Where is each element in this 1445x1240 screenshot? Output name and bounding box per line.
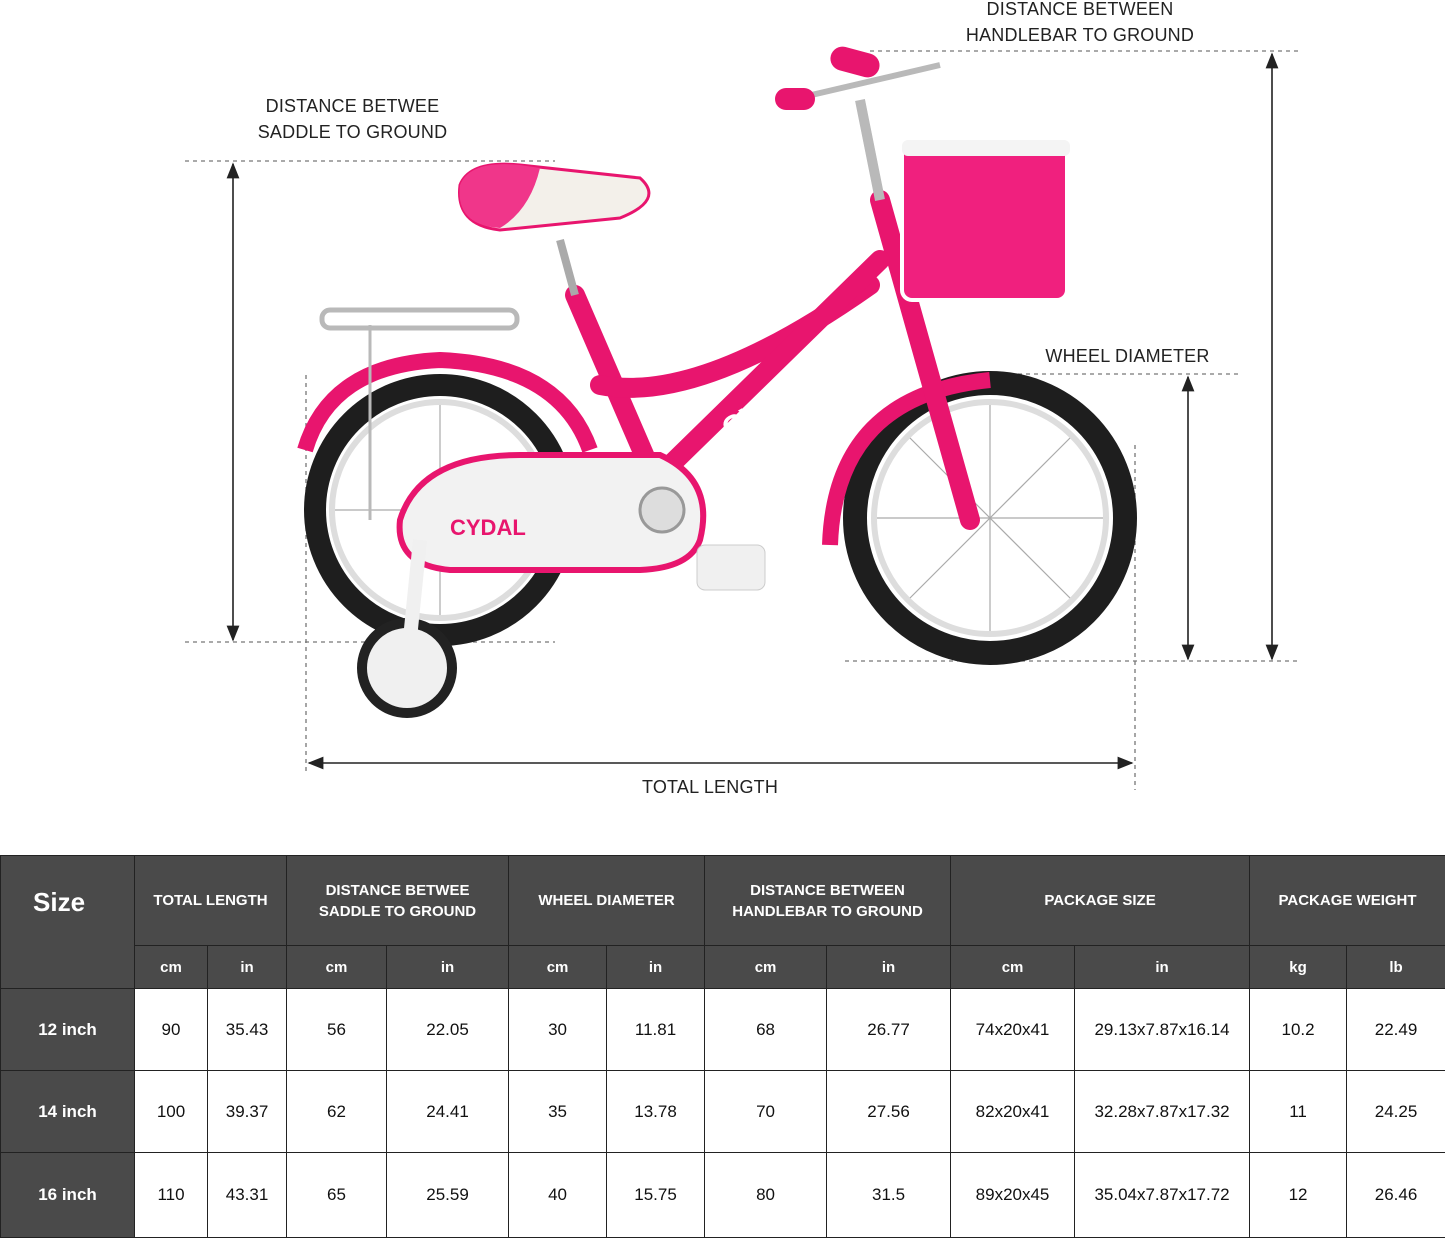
value-cell: 10.2	[1249, 988, 1348, 1071]
value-cell: 12	[1249, 1152, 1348, 1238]
value-cell: 100	[134, 1070, 208, 1153]
table-row: 14 inch 100 39.37 62 24.41 35 13.78 70 27.56 82x2…	[0, 1070, 1445, 1153]
value-cell: 24.41	[386, 1070, 510, 1153]
unit-header: in	[206, 945, 288, 989]
group-header-row: Size TOTAL LENGTH DISTANCE BETWEE SADDLE…	[0, 855, 1445, 989]
value-cell: 32.28x7.87x17.32	[1074, 1070, 1251, 1153]
value-cell: 30	[508, 988, 608, 1071]
group-header: TOTAL LENGTH	[133, 855, 288, 946]
chain-guard	[396, 452, 707, 573]
front-fender	[822, 372, 991, 546]
value-cell: 35.04x7.87x17.72	[1074, 1152, 1251, 1238]
total-length-label: TOTAL LENGTH	[641, 777, 779, 797]
value-cell: 26.46	[1346, 1152, 1445, 1238]
unit-header: in	[606, 945, 706, 989]
value-cell: 74x20x41	[950, 988, 1076, 1071]
group-header: PACKAGE SIZE	[950, 855, 1251, 946]
chain-guard-logo: CYDAL	[450, 515, 526, 540]
handlebar-height-label: DISTANCE BETWEEN HANDLEBAR TO GROUND	[965, 0, 1195, 45]
unit-header: cm	[950, 945, 1076, 989]
saddle-height-label: DISTANCE BETWEE SADDLE TO GROUND	[257, 96, 448, 142]
size-table: Size TOTAL LENGTH DISTANCE BETWEE SADDLE…	[0, 855, 1445, 1238]
value-cell: 110	[134, 1152, 208, 1238]
unit-header: cm	[134, 945, 208, 989]
value-cell: 82x20x41	[950, 1070, 1076, 1153]
value-cell: 39.37	[206, 1070, 288, 1153]
group-header: DISTANCE BETWEEN HANDLEBAR TO GROUND	[704, 855, 952, 946]
value-cell: 89x20x45	[950, 1152, 1076, 1238]
unit-header: cm	[704, 945, 828, 989]
value-cell: 62	[286, 1070, 388, 1153]
value-cell: 43.31	[206, 1152, 288, 1238]
value-cell: 27.56	[826, 1070, 952, 1153]
front-basket	[900, 143, 1069, 302]
value-cell: 35.43	[206, 988, 288, 1071]
group-header: WHEEL DIAMETER	[508, 855, 706, 946]
size-cell: 16 inch	[0, 1152, 135, 1238]
value-cell: 31.5	[826, 1152, 952, 1238]
table-row: 16 inch 110 43.31 65 25.59 40 15.75 80 31.5 89x20…	[0, 1152, 1445, 1238]
unit-header: kg	[1249, 945, 1348, 989]
rear-fender	[297, 351, 598, 453]
value-cell: 25.59	[386, 1152, 510, 1238]
bike-illustration: CYDAL CYDAL	[297, 46, 1137, 718]
size-cell: 14 inch	[0, 1070, 135, 1153]
value-cell: 22.49	[1346, 988, 1445, 1071]
group-header: DISTANCE BETWEE SADDLE TO GROUND	[286, 855, 510, 946]
value-cell: 65	[286, 1152, 388, 1238]
value-cell: 29.13x7.87x16.14	[1074, 988, 1251, 1071]
value-cell: 70	[704, 1070, 828, 1153]
unit-header: cm	[286, 945, 388, 989]
wheel-diameter-label: WHEEL DIAMETER	[1045, 346, 1210, 366]
unit-header: in	[826, 945, 952, 989]
rear-rack	[319, 307, 520, 331]
size-header: Size	[0, 855, 135, 989]
size-cell: 12 inch	[0, 988, 135, 1071]
bike-frame	[565, 190, 980, 530]
value-cell: 22.05	[386, 988, 510, 1071]
value-cell: 24.25	[1346, 1070, 1445, 1153]
table-row: 12 inch 90 35.43 56 22.05 30 11.81 68 26.77 74x20…	[0, 988, 1445, 1071]
value-cell: 90	[134, 988, 208, 1071]
value-cell: 11.81	[606, 988, 706, 1071]
value-cell: 68	[704, 988, 828, 1071]
value-cell: 40	[508, 1152, 608, 1238]
unit-header: in	[1074, 945, 1251, 989]
value-cell: 35	[508, 1070, 608, 1153]
value-cell: 56	[286, 988, 388, 1071]
value-cell: 80	[704, 1152, 828, 1238]
unit-header-row: cm in cm in cm in cm in cm in kg lb	[1, 945, 1445, 989]
unit-header: lb	[1346, 945, 1445, 989]
group-header: PACKAGE WEIGHT	[1249, 855, 1445, 946]
unit-header: cm	[508, 945, 608, 989]
value-cell: 26.77	[826, 988, 952, 1071]
value-cell: 13.78	[606, 1070, 706, 1153]
pedal	[696, 544, 766, 591]
value-cell: 11	[1249, 1070, 1348, 1153]
unit-header: in	[386, 945, 510, 989]
value-cell: 15.75	[606, 1152, 706, 1238]
bike-dimension-diagram: CYDAL CYDAL	[185, 46, 1298, 790]
handlebar-grip	[830, 46, 880, 78]
